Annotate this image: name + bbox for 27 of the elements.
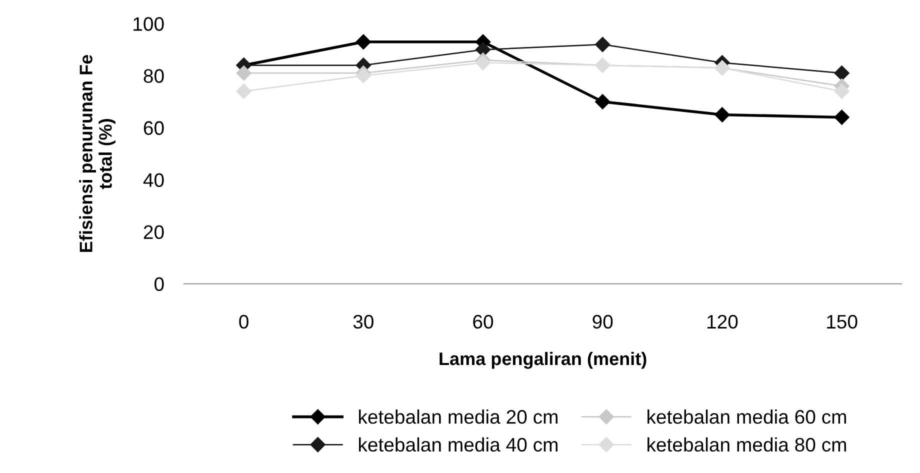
point — [834, 110, 850, 125]
y-axis-title: Efisiensi penurunan Fe total (%) — [79, 55, 116, 252]
legend-label: ketebalan media 80 cm — [648, 437, 846, 452]
y-tick-label: 0 — [154, 277, 164, 292]
y-tick-label: 60 — [144, 121, 164, 135]
y-tick-label: 80 — [144, 69, 164, 83]
x-axis-title: Lama pengaliran (menit) — [440, 352, 646, 369]
legend-label: ketebalan media 60 cm — [648, 410, 846, 424]
point — [236, 66, 252, 81]
y-tick-label: 20 — [144, 225, 164, 240]
legend-label: ketebalan media 20 cm — [359, 410, 558, 424]
x-tick-label: 150 — [827, 314, 858, 329]
point — [714, 107, 730, 122]
point — [595, 36, 610, 52]
point — [834, 66, 850, 81]
point — [595, 94, 610, 110]
legend-label: ketebalan media 40 cm — [359, 437, 558, 452]
x-tick-label: 120 — [707, 314, 738, 329]
point — [236, 84, 252, 99]
y-tick-label: 40 — [143, 173, 164, 187]
x-tick-label: 0 — [239, 314, 248, 329]
x-tick-label: 90 — [592, 314, 613, 329]
x-tick-label: 60 — [473, 314, 494, 329]
x-tick-label: 30 — [353, 314, 374, 329]
point — [356, 34, 371, 50]
y-tick-label: 100 — [134, 17, 164, 31]
point — [834, 84, 850, 99]
